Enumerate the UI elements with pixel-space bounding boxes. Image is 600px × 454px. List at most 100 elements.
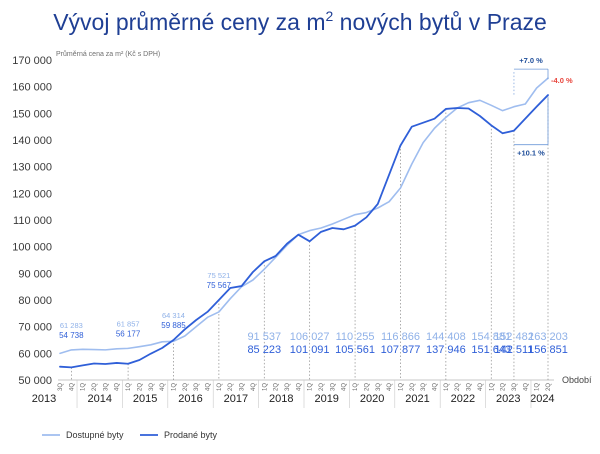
annotation-light-value: 154 881 <box>471 331 511 343</box>
year-tick-label: 2019 <box>314 393 338 405</box>
year-tick-label: 2017 <box>224 393 248 405</box>
series-line-dostupne-byty <box>59 77 549 355</box>
quarter-tick-label: 3Q <box>421 383 427 391</box>
y-tick-label: 120 000 <box>12 188 52 200</box>
y-tick-label: 150 000 <box>12 108 52 120</box>
annotation-light-value: 152 482 <box>494 331 534 343</box>
quarter-tick-label: 1Q <box>444 383 450 391</box>
annotation-light-value: 91 537 <box>247 331 281 343</box>
quarter-tick-label: 3Q <box>376 383 382 391</box>
quarter-tick-label: 1Q <box>398 383 404 391</box>
quarter-tick-label: 4Q <box>69 383 75 391</box>
quarter-tick-label: 1Q <box>171 383 177 391</box>
quarter-tick-label: 4Q <box>523 383 529 391</box>
quarter-tick-label: 2Q <box>228 383 234 391</box>
quarter-tick-label: 4Q <box>296 383 302 391</box>
series-layer <box>59 77 549 369</box>
quarter-tick-label: 2Q <box>501 383 507 391</box>
annotation-dark-value: 156 851 <box>528 344 568 356</box>
legend: Dostupné byty Prodané byty <box>42 430 218 440</box>
annotation-light-value: 75 521 <box>207 271 230 280</box>
year-tick-label: 2022 <box>451 393 475 405</box>
annotation-dark-value: 151 643 <box>471 344 511 356</box>
quarter-tick-label: 1Q <box>81 383 87 391</box>
y-tick-label: 90 000 <box>18 268 52 280</box>
annotation-dark-value: 101 091 <box>290 344 330 356</box>
y-tick-label: 80 000 <box>18 295 52 307</box>
quarter-tick-label: 2Q <box>546 383 552 391</box>
annotation-light-value: 110 255 <box>336 331 375 343</box>
quarter-tick-label: 4Q <box>342 383 348 391</box>
year-tick-label: 2021 <box>405 393 429 405</box>
annotation-light-value: 64 314 <box>162 311 185 320</box>
quarter-tick-label: 1Q <box>535 383 541 391</box>
legend-label-prodane-byty: Prodané byty <box>164 430 218 440</box>
y-tick-label: 130 000 <box>12 162 52 174</box>
annotation-light-value: 61 857 <box>117 319 140 328</box>
quarter-tick-label: 2Q <box>183 383 189 391</box>
annotation-dark-value: 54 738 <box>59 331 84 340</box>
y-axis-label: Průměrná cena za m² (Kč s DPH) <box>56 50 160 58</box>
year-tick-label: 2024 <box>530 393 554 405</box>
quarter-tick-label: 1Q <box>308 383 314 391</box>
y-tick-label: 100 000 <box>12 242 52 254</box>
annotation-dark-value: 85 223 <box>247 344 281 356</box>
year-tick-label: 2013 <box>32 393 56 405</box>
legend-label-dostupne-byty: Dostupné byty <box>66 430 124 440</box>
annotation-light-value: 163 203 <box>528 331 568 343</box>
quarter-tick-label: 4Q <box>160 383 166 391</box>
title-superscript: 2 <box>325 8 333 24</box>
quarter-tick-label: 3Q <box>194 383 200 391</box>
x-axis-label: Období <box>562 375 592 385</box>
annotation-light-value: 61 283 <box>60 321 83 330</box>
quarter-tick-label: 4Q <box>206 383 212 391</box>
quarter-tick-label: 4Q <box>115 383 121 391</box>
series-line-prodane-byty <box>59 94 549 369</box>
quarter-tick-label: 2Q <box>92 383 98 391</box>
quarter-tick-label: 3Q <box>285 383 291 391</box>
y-tick-label: 70 000 <box>18 322 52 334</box>
percent-change-light: +7.0 % <box>519 56 543 65</box>
guide-lines <box>70 95 549 380</box>
axes-layer: 50 000 60 000 70 000 80 000 90 000 100 000 110… <box>12 55 592 408</box>
quarter-tick-label: 2Q <box>410 383 416 391</box>
year-tick-label: 2016 <box>178 393 202 405</box>
annotation-light-value: 116 866 <box>381 331 420 343</box>
quarter-tick-label: 4Q <box>433 383 439 391</box>
y-tick-label: 110 000 <box>13 215 52 227</box>
quarter-tick-label: 3Q <box>103 383 109 391</box>
y-tick-label: 50 000 <box>18 375 52 387</box>
year-tick-label: 2014 <box>87 393 111 405</box>
quarter-tick-label: 3Q <box>330 383 336 391</box>
chart-title: Vývoj průměrné ceny za m2 nových bytů v … <box>53 8 547 35</box>
annotation-dark-value: 59 885 <box>161 321 186 330</box>
annotation-dark-value: 137 946 <box>426 344 466 356</box>
percent-change-dark: +10.1 % <box>517 149 545 158</box>
y-tick-label: 60 000 <box>18 348 52 360</box>
quarter-tick-label: 3Q <box>58 383 64 391</box>
quarter-tick-label: 1Q <box>217 383 223 391</box>
quarter-tick-label: 1Q <box>262 383 268 391</box>
year-tick-label: 2023 <box>496 393 520 405</box>
y-tick-label: 140 000 <box>12 135 52 147</box>
quarter-tick-label: 1Q <box>353 383 359 391</box>
quarter-tick-label: 3Q <box>467 383 473 391</box>
annotation-dark-value: 75 567 <box>207 281 232 290</box>
quarter-tick-label: 3Q <box>512 383 518 391</box>
annotation-light-value: 106 027 <box>290 331 330 343</box>
quarter-tick-label: 2Q <box>137 383 143 391</box>
title-main: Vývoj průměrné ceny za m <box>53 9 325 35</box>
annotation-light-value: 144 408 <box>426 331 466 343</box>
quarter-tick-label: 2Q <box>364 383 370 391</box>
quarter-tick-label: 2Q <box>319 383 325 391</box>
annotation-dark-value: 107 877 <box>381 344 421 356</box>
year-tick-label: 2020 <box>360 393 384 405</box>
annotation-dark-value: 56 177 <box>116 329 141 338</box>
quarter-tick-label: 2Q <box>455 383 461 391</box>
percent-change-gap: -4.0 % <box>551 76 573 85</box>
quarter-tick-label: 1Q <box>489 383 495 391</box>
quarter-tick-label: 3Q <box>149 383 155 391</box>
